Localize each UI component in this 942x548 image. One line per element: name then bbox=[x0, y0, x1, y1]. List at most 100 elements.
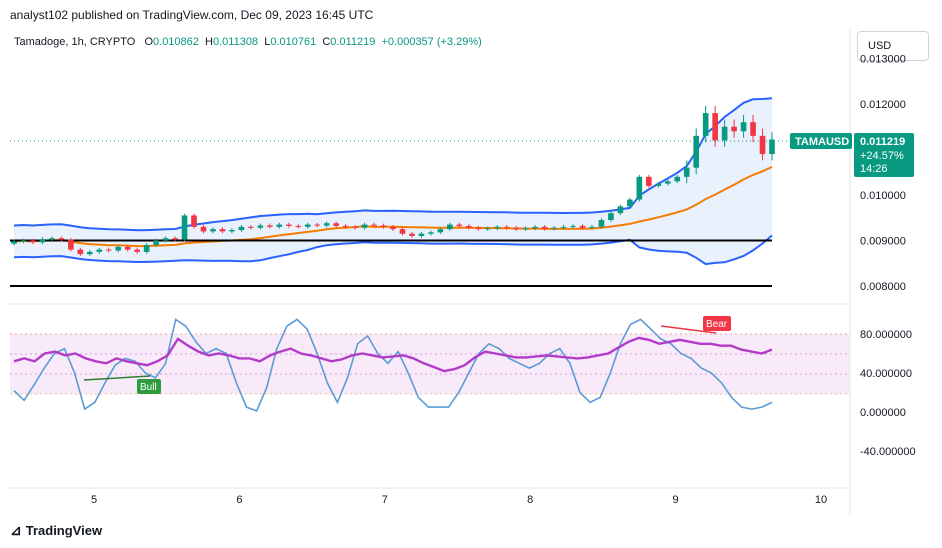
currency-selector[interactable]: USD bbox=[857, 31, 929, 61]
candle-body bbox=[399, 229, 406, 234]
price-tick-label: 0.010000 bbox=[860, 190, 906, 202]
bollinger-upper bbox=[13, 97, 773, 232]
open-label: O bbox=[144, 36, 154, 48]
bear-label-box bbox=[703, 316, 731, 331]
candle-body bbox=[238, 226, 245, 231]
candle-body bbox=[267, 225, 273, 227]
close-value: 0.011219 bbox=[330, 36, 376, 48]
high-label: H bbox=[205, 36, 213, 48]
candle-body bbox=[560, 226, 567, 228]
publisher-line: analyst102 published on TradingView.com,… bbox=[10, 8, 374, 22]
brand-footer: ⊿ TradingView bbox=[10, 522, 102, 539]
candle-body bbox=[740, 122, 747, 132]
stoch-d-line bbox=[13, 336, 773, 373]
candle-body bbox=[11, 241, 17, 244]
candle-body bbox=[333, 223, 339, 226]
candle-body bbox=[608, 213, 614, 221]
candle-body bbox=[409, 233, 415, 236]
candle-body bbox=[418, 233, 425, 236]
time-tick-label: 6 bbox=[236, 494, 242, 506]
candle-body bbox=[361, 224, 368, 228]
candle-body bbox=[570, 225, 576, 227]
candle-body bbox=[664, 181, 671, 184]
candle-body bbox=[342, 225, 349, 227]
candle-body bbox=[579, 225, 586, 228]
low-label: L bbox=[264, 36, 271, 48]
symbol-tag bbox=[790, 133, 852, 149]
candle-body bbox=[285, 224, 292, 226]
bull-label: Bull bbox=[140, 382, 157, 393]
candle-body bbox=[276, 224, 283, 227]
candle-body bbox=[219, 229, 226, 232]
candle-body bbox=[731, 126, 737, 132]
candle-body bbox=[115, 246, 122, 251]
candle-body bbox=[248, 226, 254, 228]
candle-body bbox=[143, 245, 150, 252]
candle-body bbox=[683, 167, 690, 177]
candle-body bbox=[20, 240, 27, 242]
bull-divergence-line bbox=[83, 375, 151, 381]
candle-body bbox=[314, 224, 321, 226]
candle-body bbox=[49, 238, 55, 240]
bollinger-lower bbox=[13, 234, 773, 266]
candle-body bbox=[655, 183, 662, 186]
close-label: C bbox=[322, 36, 331, 48]
candle-body bbox=[750, 122, 756, 136]
candle-body bbox=[105, 249, 112, 251]
candle-body bbox=[200, 226, 207, 232]
candle-body bbox=[371, 224, 377, 226]
candle-body bbox=[475, 227, 482, 230]
candle-body bbox=[447, 224, 453, 230]
change-value: +0.000357 (+3.29%) bbox=[381, 36, 482, 48]
candle-body bbox=[721, 126, 728, 141]
symbol-tag-text: TAMAUSD bbox=[795, 136, 849, 148]
bollinger-fill bbox=[14, 98, 772, 265]
time-tick-label: 7 bbox=[382, 494, 388, 506]
candle-body bbox=[532, 226, 538, 229]
candle-body bbox=[693, 135, 700, 168]
candle-body bbox=[627, 199, 633, 207]
candle-body bbox=[674, 176, 681, 182]
candle-body bbox=[96, 249, 103, 252]
price-tick-label: 0.013000 bbox=[860, 54, 906, 66]
stoch-tick-label: -40.000000 bbox=[860, 446, 916, 458]
candle-body bbox=[522, 228, 529, 230]
time-tick-label: 5 bbox=[91, 494, 97, 506]
candle-body bbox=[551, 227, 557, 229]
stoch-tick-label: 40.000000 bbox=[860, 368, 912, 380]
candle-body bbox=[124, 246, 131, 250]
candle-body bbox=[181, 215, 188, 240]
candle-body bbox=[39, 239, 46, 243]
candle-body bbox=[494, 226, 501, 229]
candle-body bbox=[304, 224, 311, 227]
stoch-tick-label: 0.000000 bbox=[860, 407, 906, 419]
candle-body bbox=[295, 225, 302, 227]
candle-body bbox=[134, 249, 140, 252]
candle-body bbox=[229, 230, 235, 232]
price-tag-change: +24.57% bbox=[860, 150, 904, 162]
time-tick-label: 8 bbox=[527, 494, 533, 506]
ohlc-legend: Tamadoge, 1h, CRYPTO O0.010862 H0.011308… bbox=[14, 36, 482, 48]
candle-body bbox=[352, 226, 358, 228]
symbol-label: Tamadoge, 1h, CRYPTO bbox=[14, 36, 136, 48]
price-tag bbox=[854, 133, 914, 177]
candle-body bbox=[769, 139, 775, 155]
candle-body bbox=[30, 240, 36, 243]
candle-body bbox=[712, 113, 718, 141]
price-tick-label: 0.009000 bbox=[860, 236, 906, 248]
bull-label-box bbox=[137, 379, 161, 394]
tradingview-logo-icon: ⊿ bbox=[10, 522, 22, 538]
candle-body bbox=[86, 251, 93, 255]
candle-body bbox=[162, 238, 169, 241]
candle-body bbox=[465, 225, 472, 228]
candle-body bbox=[503, 226, 510, 228]
candle-body bbox=[636, 176, 643, 200]
candle-body bbox=[172, 238, 178, 240]
open-value: 0.010862 bbox=[153, 36, 199, 48]
time-tick-label: 9 bbox=[673, 494, 679, 506]
candle-body bbox=[428, 232, 434, 234]
candle-body bbox=[702, 113, 709, 136]
high-value: 0.011308 bbox=[212, 36, 259, 48]
time-tick-label: 10 bbox=[815, 494, 827, 506]
